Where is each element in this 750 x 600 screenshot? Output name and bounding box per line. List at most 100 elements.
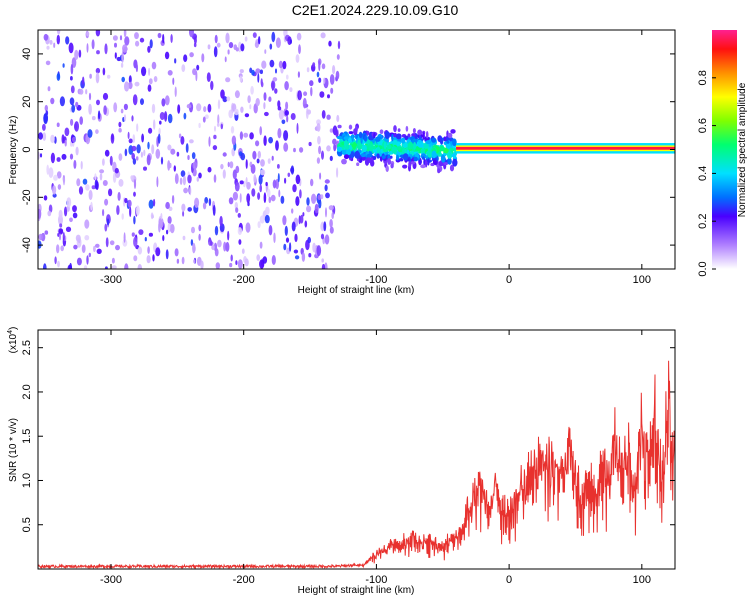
spectrogram-cell	[118, 121, 122, 128]
spectrogram-cell	[113, 102, 118, 113]
spectrogram-cell	[133, 255, 138, 262]
spectrogram-cell	[102, 180, 108, 186]
spectrogram-cell	[314, 203, 319, 214]
spectrogram-cell	[95, 30, 101, 37]
spectrogram-cell	[118, 153, 123, 161]
spectrogram-cell	[405, 125, 409, 132]
spectrogram-cell	[206, 72, 211, 82]
spectrogram-cell	[222, 152, 227, 157]
spectrogram-cell	[54, 256, 57, 265]
spectrogram-cell	[282, 215, 287, 226]
spectrogram-cell	[285, 101, 289, 110]
spectrogram-cell	[219, 215, 223, 227]
spectrogram-cell	[135, 205, 140, 216]
spectrogram-cell	[318, 145, 322, 155]
spectrogram-cell	[348, 131, 354, 135]
spectrogram-cell	[239, 180, 244, 185]
spectrogram-cell	[271, 155, 274, 161]
spectrogram-cell	[328, 205, 334, 211]
spectrogram-cell	[268, 196, 272, 203]
spectrogram-cell	[284, 177, 287, 184]
spectrogram-cell	[263, 102, 266, 110]
spectrogram-cell	[316, 157, 320, 164]
snr-y-scale-close: )	[8, 327, 19, 330]
spectrogram-cell	[74, 49, 79, 61]
spectrogram-cell	[96, 248, 102, 254]
spectrogram-cell	[104, 43, 108, 55]
spectrogram-cell	[198, 233, 201, 241]
spectrogram-cell	[151, 61, 157, 70]
spectrogram-cell	[84, 235, 90, 241]
spectrogram-cell	[148, 127, 153, 134]
spectrogram-cell	[384, 131, 391, 140]
spectrogram-cell	[323, 221, 327, 232]
spectrogram-cell	[214, 125, 216, 132]
spectrogram-cell	[239, 75, 243, 83]
spectrogram-cell	[452, 158, 458, 167]
snr-x-tick-label: 0	[506, 574, 512, 586]
spectrogram-cell	[211, 244, 215, 251]
spectrogram-cell	[214, 225, 219, 236]
snr-x-axis-label: Height of straight line (km)	[298, 585, 415, 596]
spectrogram-cell	[191, 226, 195, 234]
colorbar-tick-label: 0.4	[697, 166, 709, 181]
spectrogram-cell	[387, 158, 391, 165]
spectrogram-cell	[164, 51, 170, 60]
spectrogram-cell	[102, 67, 106, 76]
spectrogram-cell	[90, 201, 93, 211]
spectrogram-cell	[132, 134, 136, 143]
spectrogram-cell	[298, 44, 301, 55]
spectrogram-cell	[56, 157, 61, 162]
spectrogram-cell	[183, 54, 188, 62]
spectrogram-cell	[443, 147, 449, 154]
spectrogram-cell	[207, 103, 212, 113]
spectrogram-x-tick-label: 100	[633, 274, 651, 286]
snr-y-tick-label: 2.5	[21, 340, 33, 355]
spectrogram-cell	[256, 254, 261, 261]
spectrogram-y-tick-label: 40	[21, 48, 33, 60]
spectrogram-cell	[450, 129, 456, 134]
spectrogram-cell	[321, 150, 324, 160]
spectrogram-cell	[44, 230, 49, 235]
spectrogram-cell	[290, 113, 296, 120]
spectrogram-cell	[164, 95, 170, 106]
spectrogram-cell	[413, 142, 417, 150]
spectrogram-cell	[324, 184, 328, 192]
spectrogram-cell	[259, 69, 263, 75]
spectrogram-cell	[196, 177, 199, 182]
spectrogram-cell	[180, 136, 185, 145]
spectrogram-cell	[235, 207, 239, 213]
spectrogram-cell	[192, 161, 198, 170]
spectrogram-cell	[277, 100, 281, 108]
spectrogram-cell	[404, 135, 409, 141]
spectrogram-cell	[121, 76, 125, 83]
spectrogram-cell	[114, 52, 117, 59]
spectrogram-cell	[86, 31, 90, 37]
spectrogram-cell	[153, 76, 158, 83]
spectrogram-cell	[341, 158, 347, 165]
spectrogram-cell	[227, 230, 230, 241]
spectrogram-cell	[264, 49, 267, 54]
spectrogram-cell	[149, 39, 153, 49]
spectrogram-cell	[47, 210, 52, 217]
spectrogram-cell	[80, 160, 83, 170]
spectrogram-cell	[58, 209, 63, 219]
spectrogram-cell	[263, 135, 267, 146]
spectrogram-cell	[283, 142, 289, 152]
spectrogram-cell	[406, 150, 410, 155]
spectrogram-cell	[59, 223, 63, 228]
spectrogram-cell	[135, 156, 139, 161]
spectrogram-cell	[234, 202, 238, 210]
spectrogram-cell	[304, 220, 308, 228]
spectrogram-cell	[278, 189, 281, 198]
spectrogram-cell	[395, 133, 402, 140]
spectrogram-cell	[268, 225, 273, 236]
spectrogram-cell	[425, 131, 429, 139]
spectrogram-cell	[57, 260, 60, 268]
spectrogram-cell	[82, 76, 85, 86]
spectrogram-cell	[47, 86, 51, 92]
snr-x-tick-label: -100	[365, 574, 387, 586]
spectrogram-cell	[102, 209, 105, 217]
spectrogram-cell	[114, 167, 119, 174]
spectrogram-cell	[302, 212, 305, 217]
